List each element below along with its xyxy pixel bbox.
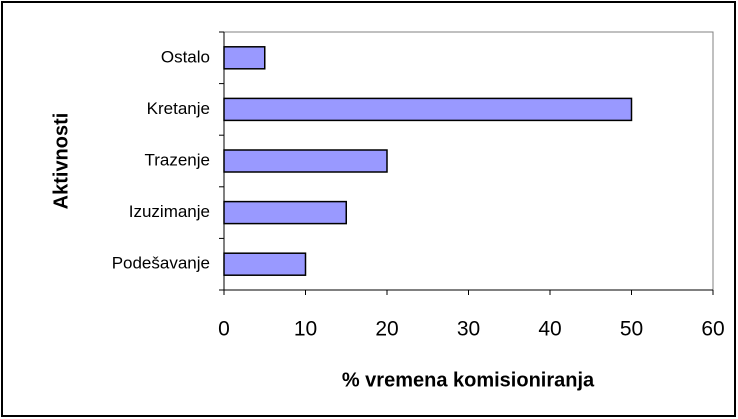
y-tick-label: Podešavanje — [112, 254, 210, 273]
x-tick-label: 10 — [294, 318, 317, 341]
y-tick-label: Trazenje — [144, 150, 210, 169]
y-axis-label: Aktivnosti — [50, 113, 72, 210]
x-axis-label: % vremena komisioniranja — [342, 369, 595, 391]
x-tick-label: 40 — [538, 318, 561, 341]
x-tick-label: 20 — [375, 318, 398, 341]
bar — [223, 149, 388, 173]
bar — [223, 46, 266, 70]
bar — [223, 200, 347, 225]
y-tick-label: Izuzimanje — [129, 202, 210, 221]
x-tick-label: 50 — [620, 318, 643, 341]
x-tick-label: 0 — [218, 318, 230, 341]
y-tick-label: Kretanje — [147, 99, 210, 118]
bar — [223, 252, 307, 276]
x-tick-label: 30 — [457, 318, 480, 341]
y-tick-label: Ostalo — [161, 47, 210, 66]
x-tick-label: 60 — [701, 318, 724, 341]
bar — [223, 97, 633, 122]
